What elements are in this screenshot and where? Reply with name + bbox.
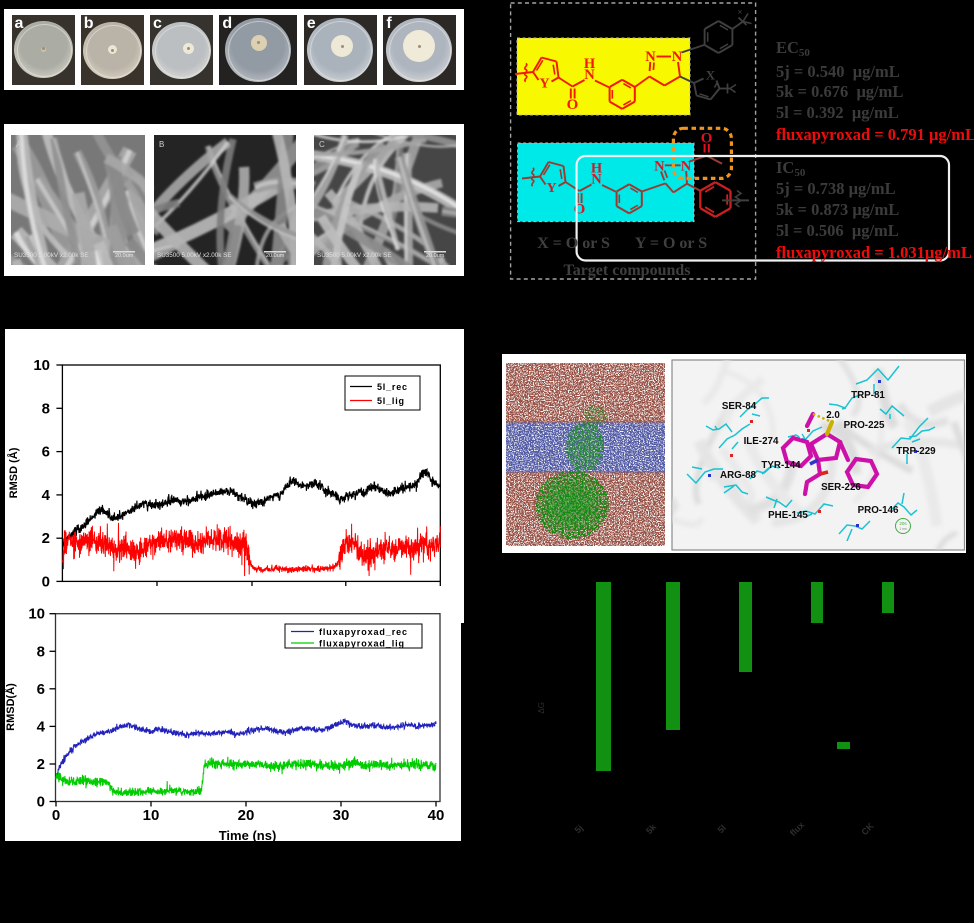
svg-text:2: 2 <box>42 530 50 547</box>
svg-text:0: 0 <box>42 573 50 590</box>
svg-text:20.0um: 20.0um <box>115 253 134 259</box>
svg-text:B: B <box>159 140 164 149</box>
svg-text:SU3500 5.00kV x2.00k SE: SU3500 5.00kV x2.00k SE <box>14 252 89 259</box>
svg-text:10: 10 <box>28 606 45 623</box>
svg-text:H: H <box>591 161 603 177</box>
svg-text:SU3500 5.00kV x2.00k SE: SU3500 5.00kV x2.00k SE <box>157 252 232 259</box>
svg-text:H: H <box>584 56 596 72</box>
svg-text:×: × <box>737 7 742 17</box>
svg-text:Target compounds: Target compounds <box>564 262 691 279</box>
svg-text:8: 8 <box>42 400 50 417</box>
svg-text:20.0um: 20.0um <box>266 253 285 259</box>
svg-text:Y = O or S: Y = O or S <box>635 235 707 252</box>
svg-text:10: 10 <box>33 357 50 374</box>
svg-text:fluxapyroxad_lig: fluxapyroxad_lig <box>319 639 405 649</box>
svg-text:PRO-225: PRO-225 <box>844 420 885 431</box>
svg-text:ARG-88: ARG-88 <box>720 470 756 481</box>
svg-text:RMSD (Å): RMSD (Å) <box>7 447 20 498</box>
svg-text:4: 4 <box>42 487 51 504</box>
svg-text:Time (ns): Time (ns) <box>219 828 277 841</box>
svg-text:6: 6 <box>37 681 45 698</box>
svg-text:O: O <box>574 202 586 218</box>
svg-text:X = O or S: X = O or S <box>537 235 610 252</box>
svg-text:30: 30 <box>333 807 350 824</box>
svg-text:N: N <box>645 49 656 65</box>
svg-text:2: 2 <box>37 756 45 773</box>
svg-text:PHE-145: PHE-145 <box>768 510 808 521</box>
svg-text:8: 8 <box>37 643 45 660</box>
svg-text:TYR-144: TYR-144 <box>761 460 801 471</box>
svg-text:SU3500 5.00kV x2.00k SE: SU3500 5.00kV x2.00k SE <box>317 252 392 259</box>
svg-text:Y: Y <box>546 181 556 196</box>
svg-text:0: 0 <box>37 794 45 811</box>
svg-text:N: N <box>672 49 683 65</box>
svg-text:20.0um: 20.0um <box>426 253 445 259</box>
svg-text:40: 40 <box>428 807 445 824</box>
svg-text:20s: 20s <box>899 521 907 526</box>
svg-text:Y: Y <box>539 77 549 92</box>
svg-text:N: N <box>654 158 665 174</box>
svg-text:1 ms: 1 ms <box>899 527 907 531</box>
svg-text:ILE-274: ILE-274 <box>744 436 779 447</box>
svg-text:N: N <box>591 172 602 188</box>
svg-text:TRP-81: TRP-81 <box>851 390 885 401</box>
svg-text:N: N <box>584 67 595 83</box>
svg-text:O: O <box>701 131 713 147</box>
svg-text:TRP-229: TRP-229 <box>896 446 936 457</box>
svg-text:0: 0 <box>52 807 60 824</box>
svg-text:fluxapyroxad_rec: fluxapyroxad_rec <box>319 627 408 637</box>
svg-text:O: O <box>567 97 579 113</box>
svg-text:20: 20 <box>238 807 255 824</box>
svg-text:RMSD(Å): RMSD(Å) <box>5 683 17 731</box>
svg-text:4: 4 <box>37 718 46 735</box>
svg-text:10: 10 <box>143 807 160 824</box>
svg-text:PRO-146: PRO-146 <box>858 505 899 516</box>
svg-text:X: X <box>706 68 716 83</box>
svg-text:SER-84: SER-84 <box>722 401 757 412</box>
svg-text:A: A <box>16 140 22 149</box>
svg-text:2.0: 2.0 <box>826 410 840 421</box>
svg-text:5l_lig: 5l_lig <box>377 396 405 406</box>
svg-text:6: 6 <box>42 444 50 461</box>
svg-text:N: N <box>681 158 692 174</box>
svg-text:SER-226: SER-226 <box>821 482 861 493</box>
svg-text:5l_rec: 5l_rec <box>377 382 408 392</box>
svg-text:C: C <box>319 140 325 149</box>
